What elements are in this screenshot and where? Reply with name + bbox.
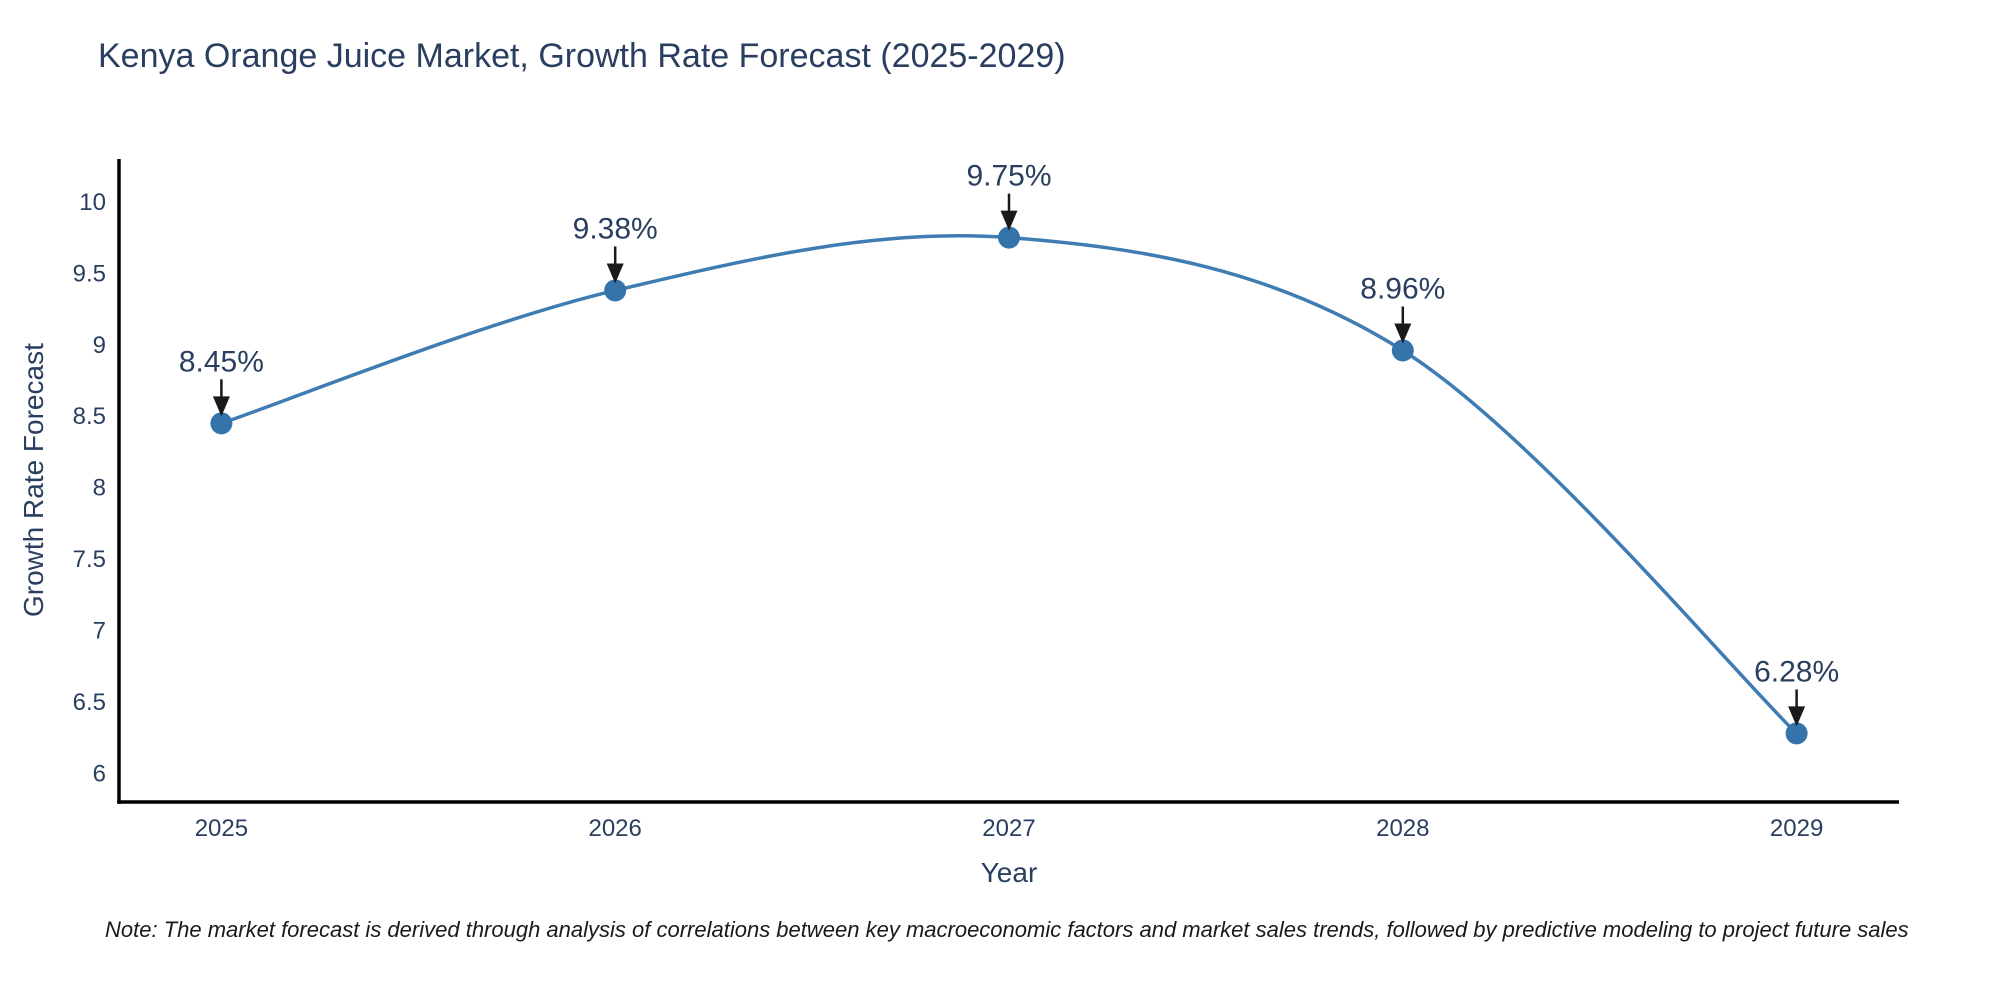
annotation-arrowhead <box>212 396 230 417</box>
y-tick-label: 8.5 <box>73 403 106 430</box>
y-tick-label: 9.5 <box>73 260 106 287</box>
x-tick-label: 2027 <box>982 815 1035 842</box>
annotation-arrowhead <box>1788 706 1806 727</box>
y-tick-label: 10 <box>79 189 106 216</box>
annotation-arrowhead <box>1394 323 1412 344</box>
y-tick-label: 6.5 <box>73 689 106 716</box>
x-tick-label: 2029 <box>1770 815 1823 842</box>
annotation-label: 8.45% <box>179 345 264 378</box>
data-point-marker <box>998 226 1020 249</box>
footnote: Note: The market forecast is derived thr… <box>105 917 1909 942</box>
annotation-arrowhead <box>606 263 624 284</box>
x-tick-label: 2025 <box>195 815 248 842</box>
data-point-marker <box>210 412 233 435</box>
data-point-marker <box>1391 339 1414 362</box>
y-tick-label: 9 <box>93 332 106 359</box>
y-tick-label: 8 <box>93 475 106 502</box>
data-point-marker <box>1785 722 1808 745</box>
annotation-label: 8.96% <box>1360 272 1445 305</box>
annotation-label: 6.28% <box>1754 655 1839 688</box>
x-tick-label: 2028 <box>1376 815 1429 842</box>
annotation-arrowhead <box>1000 210 1018 231</box>
y-tick-label: 7 <box>93 618 106 645</box>
trend-line <box>220 233 1798 735</box>
annotation-label: 9.38% <box>573 212 658 245</box>
x-axis-title: Year <box>980 857 1038 888</box>
x-tick-label: 2026 <box>588 815 641 842</box>
y-tick-label: 6 <box>93 760 106 787</box>
data-point-marker <box>604 279 627 302</box>
chart-title: Kenya Orange Juice Market, Growth Rate F… <box>98 37 1066 75</box>
y-tick-label: 7.5 <box>73 546 106 573</box>
annotation-label: 9.75% <box>966 160 1051 193</box>
